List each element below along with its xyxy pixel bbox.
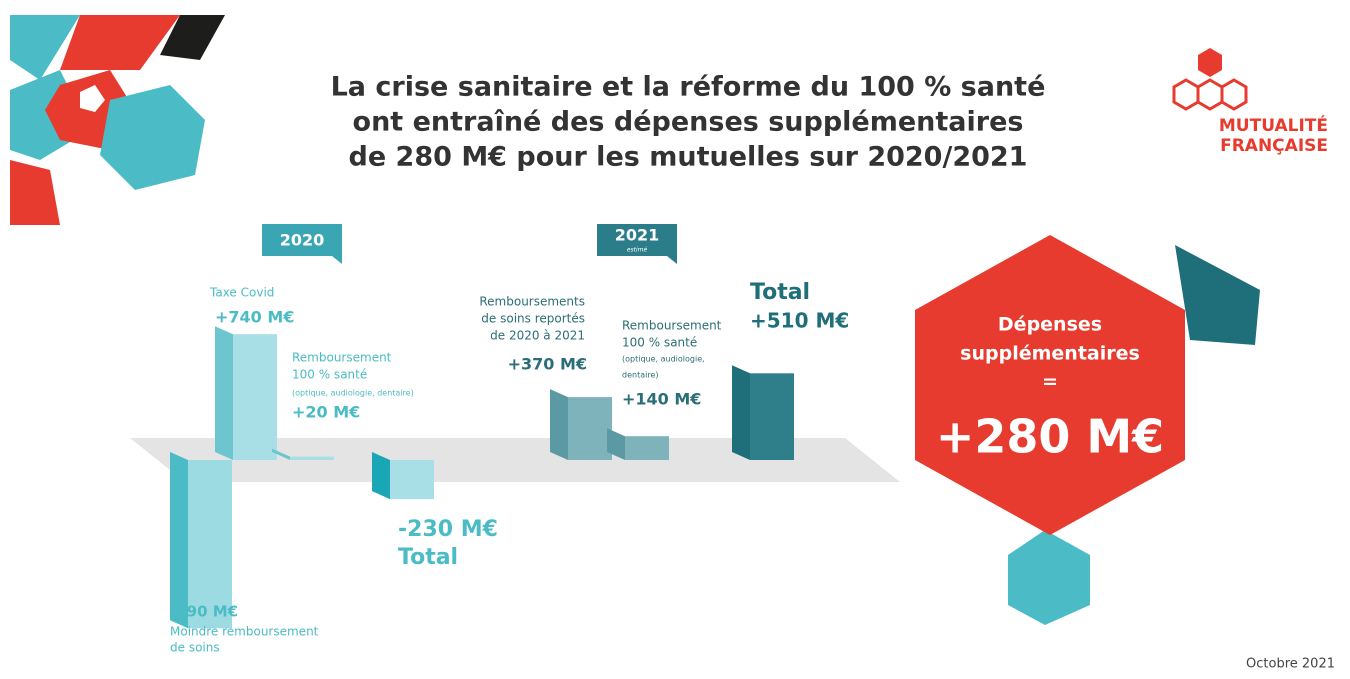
year-2020: 2020 <box>262 224 342 264</box>
page: La crise sanitaire et la réforme du 100 … <box>0 0 1350 679</box>
item-label: Total <box>398 545 458 570</box>
item-label: Total <box>750 280 810 305</box>
logo: MUTUALITÉ FRANÇAISE <box>1174 48 1328 156</box>
footer: Octobre 2021 <box>1246 657 1335 672</box>
item-label: dentaire) <box>622 371 659 380</box>
year-label: 2021 <box>615 226 660 245</box>
bar <box>750 373 794 460</box>
summary-text: supplémentaires <box>960 343 1140 365</box>
bar <box>233 334 277 460</box>
bar-side <box>372 452 390 499</box>
item-label: Taxe Covid <box>209 286 274 300</box>
title: La crise sanitaire et la réforme du 100 … <box>331 72 1046 103</box>
title: ont entraîné des dépenses supplémentaire… <box>353 107 1024 138</box>
value-label: +740 M€ <box>215 308 294 327</box>
year-note: estimé <box>627 247 648 254</box>
value-label: +140 M€ <box>622 390 701 409</box>
summary-text: Dépenses <box>998 314 1102 336</box>
summary-value: +280 M€ <box>936 410 1164 464</box>
bar-side <box>215 326 233 460</box>
value-label: -230 M€ <box>398 517 498 542</box>
item-label: Remboursements <box>479 295 585 309</box>
title: de 280 M€ pour les mutuelles sur 2020/20… <box>349 142 1028 173</box>
item-label: Remboursement <box>292 351 392 365</box>
summary-text: = <box>1042 371 1058 393</box>
item-label: 100 % santé <box>622 336 697 350</box>
bar <box>625 436 669 460</box>
item-label: de soins reportés <box>481 312 585 326</box>
bar-side <box>550 389 568 460</box>
value-label: +370 M€ <box>508 355 587 374</box>
item-label: (optique, audiologie, <box>622 355 705 364</box>
item-label: 100 % santé <box>292 368 367 382</box>
value-label: +20 M€ <box>292 403 360 422</box>
value-label: +510 M€ <box>750 309 849 333</box>
item-label: (optique, audiologie, dentaire) <box>292 389 414 398</box>
summary: Dépenses supplémentaires = +280 M€ <box>915 235 1260 625</box>
bar <box>290 457 334 460</box>
bar-side <box>732 365 750 460</box>
logo-text: MUTUALITÉ <box>1219 114 1328 136</box>
item-label: de soins <box>170 641 220 655</box>
item-label: de 2020 à 2021 <box>490 329 585 343</box>
decoration <box>10 15 225 225</box>
year-2021: 2021 estimé <box>597 224 677 264</box>
bar <box>568 397 612 460</box>
bar <box>390 460 434 499</box>
item-label: Moindre remboursement <box>170 625 319 639</box>
logo-text: FRANÇAISE <box>1220 136 1328 156</box>
value-label: -990 M€ <box>170 603 238 621</box>
year-label: 2020 <box>280 231 325 250</box>
item-label: Remboursement <box>622 319 722 333</box>
infographic: La crise sanitaire et la réforme du 100 … <box>0 0 1350 679</box>
